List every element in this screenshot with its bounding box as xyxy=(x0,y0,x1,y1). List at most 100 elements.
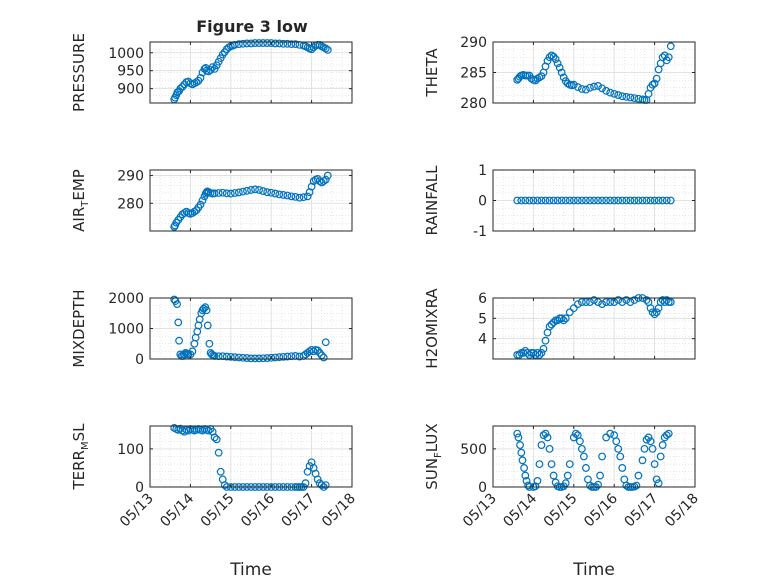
data-point xyxy=(634,471,643,480)
data-point xyxy=(557,68,566,77)
data-point xyxy=(630,296,639,304)
data-point xyxy=(271,189,280,198)
data-point xyxy=(234,353,243,362)
data-point xyxy=(255,354,263,363)
data-point xyxy=(652,308,661,317)
data-point xyxy=(208,63,217,72)
y-axis-label: TERRMSL xyxy=(70,423,91,491)
data-point xyxy=(313,346,322,355)
data-point xyxy=(602,298,611,306)
data-point xyxy=(586,83,594,92)
data-point xyxy=(541,429,550,438)
data-point xyxy=(251,354,259,363)
x-tick-label: 05/17 xyxy=(279,491,319,531)
data-point xyxy=(247,186,255,194)
data-point xyxy=(522,477,531,485)
data-point xyxy=(533,196,542,205)
data-point xyxy=(580,452,588,461)
data-point xyxy=(205,339,214,348)
data-point xyxy=(573,83,582,92)
data-point xyxy=(539,344,548,353)
data-point xyxy=(606,88,615,97)
data-point xyxy=(279,39,288,48)
y-tick-label: -1 xyxy=(473,224,487,240)
data-point xyxy=(267,353,276,362)
y-tick-label: 4 xyxy=(478,332,487,348)
data-point xyxy=(656,452,665,461)
axes-box xyxy=(149,425,353,488)
data-point xyxy=(662,196,671,205)
data-point xyxy=(203,321,212,330)
data-point xyxy=(571,429,580,438)
axes-h2omixra: 4 5 6 H2OMIXRA xyxy=(423,288,696,369)
data-point xyxy=(516,441,524,449)
axes-terr-msl: 0 100 05/13 05/14 05/15 05/16 05/17 05/18 TERRMS… xyxy=(70,423,359,531)
data-point xyxy=(202,306,211,315)
data-point xyxy=(553,59,562,68)
data-point xyxy=(247,39,255,48)
data-point xyxy=(539,431,548,440)
y-tick-label: 1000 xyxy=(108,46,144,62)
data-point xyxy=(515,351,524,359)
data-point xyxy=(239,39,247,48)
data-point xyxy=(664,53,673,62)
data-point xyxy=(582,196,590,205)
y-tick-label: 285 xyxy=(460,66,487,82)
data-point xyxy=(586,196,594,205)
data-point xyxy=(259,354,268,363)
data-point xyxy=(214,189,223,197)
data-point xyxy=(551,478,560,487)
data-point xyxy=(662,296,671,304)
data-point xyxy=(638,196,647,205)
data-point xyxy=(610,196,619,205)
data-point xyxy=(547,460,556,469)
data-point xyxy=(243,354,251,362)
data-point xyxy=(537,349,546,357)
data-point xyxy=(602,196,611,205)
data-point xyxy=(524,481,533,490)
data-point xyxy=(582,464,590,472)
data-point xyxy=(614,196,623,205)
y-tick-label: 280 xyxy=(460,96,487,112)
y-tick-label: 2000 xyxy=(108,291,144,307)
data-point xyxy=(259,187,268,195)
data-point xyxy=(190,207,199,216)
data-point xyxy=(545,196,554,205)
data-point xyxy=(204,426,213,435)
data-point xyxy=(606,196,615,205)
data-point xyxy=(515,72,524,81)
axes-mixdepth: 0 1000 2000 MIXDEPTH xyxy=(70,289,353,368)
data-point xyxy=(234,40,243,49)
axes-sun-flux: 0 500 05/13 05/14 05/15 05/16 05/17 05/18 SUNFLU… xyxy=(423,423,702,530)
data-point xyxy=(549,318,558,327)
data-point xyxy=(662,431,671,440)
data-point xyxy=(255,186,263,194)
y-axis-label: PRESSURE xyxy=(70,33,88,112)
data-point xyxy=(586,298,594,306)
data-point xyxy=(218,188,227,197)
data-point xyxy=(212,435,221,444)
data-point xyxy=(545,322,554,331)
data-point xyxy=(271,353,280,362)
data-point xyxy=(577,85,586,93)
data-point xyxy=(226,352,235,361)
data-point xyxy=(321,44,330,53)
data-point xyxy=(549,52,558,61)
data-point xyxy=(175,336,183,345)
y-axis-label: THETA xyxy=(423,48,441,98)
data-point xyxy=(547,320,556,329)
data-point xyxy=(594,298,602,306)
data-point xyxy=(622,92,631,101)
data-point xyxy=(632,481,641,490)
data-point xyxy=(279,191,288,199)
x-tick-label: 05/13 xyxy=(460,491,500,531)
data-point xyxy=(626,196,635,205)
data-point xyxy=(559,316,568,325)
data-point xyxy=(263,39,272,47)
data-point xyxy=(275,353,284,362)
data-point xyxy=(658,441,667,449)
data-point xyxy=(543,433,552,442)
data-point xyxy=(557,314,566,323)
data-point xyxy=(541,196,550,205)
data-point xyxy=(321,175,330,184)
